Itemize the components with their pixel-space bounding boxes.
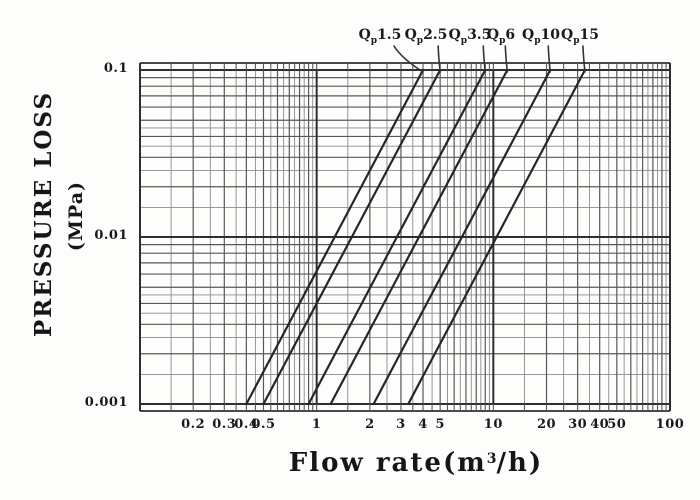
y-tick-label: 0.01 xyxy=(94,228,128,243)
x-tick-label: 50 xyxy=(607,417,627,432)
series-label-Qp15: Qp15 xyxy=(561,27,599,46)
series-line-Qp3.5 xyxy=(307,68,487,406)
leader-line-Qp10 xyxy=(547,45,552,73)
series-label-subscript: p xyxy=(573,36,580,46)
x-tick-label: 5 xyxy=(435,417,445,432)
series-line-Qp6 xyxy=(329,68,509,406)
series-label-Qp3.5: Qp3.5 xyxy=(449,27,492,46)
series-label-symbol: Q xyxy=(486,27,500,43)
series-label-Qp1.5: Qp1.5 xyxy=(359,27,402,46)
y-tick-label: 0.001 xyxy=(84,395,128,410)
series-line-Qp1.5 xyxy=(245,68,425,406)
series-label-symbol: Q xyxy=(522,27,535,43)
series-label-Qp2.5: Qp2.5 xyxy=(405,27,448,46)
x-tick-label: 40 xyxy=(590,417,610,432)
x-tick-label: 0.3 xyxy=(212,417,237,432)
series-label-subscript: p xyxy=(534,36,541,46)
series-label-subscript: p xyxy=(370,36,378,46)
series-label-Qp10: Qp10 xyxy=(522,27,560,46)
series-label-value: 2.5 xyxy=(423,27,448,43)
series-label-value: 3.5 xyxy=(467,27,492,43)
series-label-symbol: Q xyxy=(448,27,461,43)
leader-line-Qp1.5 xyxy=(393,45,424,73)
leader-line-Qp2.5 xyxy=(437,45,441,73)
leader-line-Qp3.5 xyxy=(482,45,487,73)
y-axis-title: PRESSURE LOSS xyxy=(30,90,57,338)
series-label-value: 1.5 xyxy=(377,27,402,43)
x-axis-title-text: Flow rate(m xyxy=(288,448,487,478)
series-label-subscript: p xyxy=(416,36,424,46)
x-tick-label: 0.2 xyxy=(181,417,206,432)
x-tick-label: 30 xyxy=(568,417,588,432)
x-tick-label: 2 xyxy=(365,417,375,432)
y-tick-label: 0.1 xyxy=(103,61,128,76)
series-label-subscript: p xyxy=(499,36,506,46)
series-label-symbol: Q xyxy=(358,27,371,43)
series-label-value: 15 xyxy=(579,27,599,43)
series-label-value: 10 xyxy=(540,27,560,43)
x-tick-label: 0.5 xyxy=(251,417,276,432)
x-tick-label: 3 xyxy=(396,417,406,432)
series-line-Qp15 xyxy=(407,68,587,406)
x-axis-title: Flow rate(m3/h) xyxy=(255,448,577,478)
x-axis-title-superscript: 3 xyxy=(486,451,497,467)
x-tick-label: 1 xyxy=(311,417,322,432)
x-tick-label: 4 xyxy=(418,417,428,432)
x-tick-label: 0.4 xyxy=(234,417,259,432)
series-label-subscript: p xyxy=(460,36,468,46)
leader-line-Qp15 xyxy=(582,45,586,73)
series-line-Qp2.5 xyxy=(262,68,442,406)
x-tick-label: 20 xyxy=(536,417,557,432)
leader-line-Qp6 xyxy=(504,45,509,73)
series-label-symbol: Q xyxy=(404,27,417,43)
y-axis-unit: (MPa) xyxy=(65,180,87,252)
series-line-Qp10 xyxy=(372,68,552,406)
x-axis-title-unit: /h) xyxy=(496,448,544,478)
series-label-Qp6: Qp6 xyxy=(487,27,515,46)
series-label-value: 6 xyxy=(505,27,516,43)
x-tick-label: 10 xyxy=(483,417,503,432)
x-tick-label: 100 xyxy=(655,417,685,432)
series-label-symbol: Q xyxy=(561,27,574,43)
